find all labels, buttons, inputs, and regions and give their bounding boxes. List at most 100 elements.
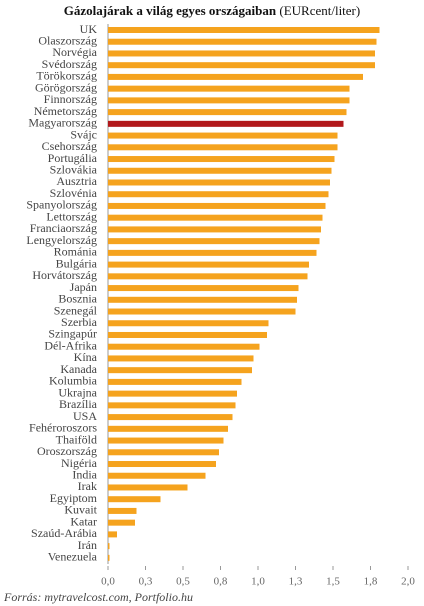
bar bbox=[108, 191, 329, 198]
bar bbox=[108, 543, 110, 550]
bar bbox=[108, 402, 236, 409]
y-tick-label: Venezuela bbox=[48, 550, 98, 564]
y-tick-label: Norvégia bbox=[52, 45, 97, 59]
y-tick-label: Szerbia bbox=[61, 315, 98, 329]
y-tick-label: Finnország bbox=[44, 92, 97, 106]
x-tick-label: 1,0 bbox=[251, 576, 265, 588]
y-tick-label: Franciaország bbox=[30, 221, 97, 235]
bar bbox=[108, 73, 363, 80]
bar bbox=[108, 355, 254, 362]
y-tick-label: Ausztria bbox=[56, 174, 97, 188]
bar bbox=[108, 425, 228, 432]
bar bbox=[108, 285, 299, 292]
bar bbox=[108, 120, 344, 127]
y-tick-label: Fehéroroszors bbox=[29, 421, 97, 435]
bar bbox=[108, 308, 296, 315]
source: Forrás: mytravelcost.com, Portfolio.hu bbox=[3, 590, 193, 604]
y-tick-label: Irak bbox=[78, 479, 97, 493]
x-tick-label: 0,5 bbox=[176, 576, 190, 588]
bar bbox=[108, 167, 332, 174]
bar bbox=[108, 214, 323, 221]
bar bbox=[108, 496, 161, 503]
y-tick-label: Bosznia bbox=[58, 292, 97, 306]
bar bbox=[108, 554, 110, 561]
y-tick-label: Kína bbox=[74, 350, 98, 364]
y-tick-label: Szenegál bbox=[54, 303, 98, 317]
bar bbox=[108, 378, 242, 385]
y-tick-label: USA bbox=[73, 409, 97, 423]
y-tick-label: Bulgária bbox=[56, 256, 98, 270]
y-tick-label: Lettország bbox=[46, 209, 97, 223]
bar bbox=[108, 390, 237, 397]
title: Gázolajárak a világ egyes országaiban bbox=[64, 3, 277, 18]
bar bbox=[108, 296, 297, 303]
subtitle: (EURcent/liter) bbox=[279, 3, 360, 18]
bar bbox=[108, 343, 260, 350]
bar bbox=[108, 38, 377, 45]
y-tick-label: Szlovákia bbox=[50, 163, 98, 177]
y-tick-label: Kanada bbox=[60, 362, 97, 376]
bar bbox=[108, 132, 338, 139]
bar bbox=[108, 461, 216, 468]
y-tick-label: Németország bbox=[34, 104, 97, 118]
bar bbox=[108, 367, 252, 374]
x-tick-label: 0,3 bbox=[139, 576, 153, 588]
bar bbox=[108, 85, 350, 92]
y-tick-label: Nigéria bbox=[61, 456, 98, 470]
y-tick-label: Kuvait bbox=[64, 503, 97, 517]
y-tick-label: Románia bbox=[54, 245, 98, 259]
bar bbox=[108, 238, 320, 245]
y-tick-label: Szaúd-Arábia bbox=[31, 526, 98, 540]
bar bbox=[108, 531, 117, 538]
bar bbox=[108, 472, 206, 479]
bar bbox=[108, 97, 350, 104]
bar bbox=[108, 62, 375, 69]
bar bbox=[108, 261, 309, 268]
y-tick-label: Szingapúr bbox=[48, 327, 97, 341]
y-tick-label: Japán bbox=[70, 280, 97, 294]
y-tick-label: Dél-Afrika bbox=[44, 338, 97, 352]
y-tick-label: Magyarország bbox=[28, 116, 97, 130]
x-tick-label: 1,3 bbox=[289, 576, 303, 588]
y-tick-label: India bbox=[72, 467, 97, 481]
y-tick-label: Ukrajna bbox=[58, 385, 97, 399]
y-tick-label: Svájc bbox=[70, 127, 97, 141]
y-tick-label: Katar bbox=[70, 514, 97, 528]
bar bbox=[108, 50, 375, 57]
y-tick-label: Svédország bbox=[42, 57, 97, 71]
y-tick-label: Portugália bbox=[48, 151, 98, 165]
y-tick-label: Thaiföld bbox=[56, 432, 97, 446]
bar bbox=[108, 226, 321, 233]
bar bbox=[108, 437, 224, 444]
bar bbox=[108, 249, 317, 256]
bar bbox=[108, 156, 335, 163]
y-tick-label: Kolumbia bbox=[49, 374, 98, 388]
y-tick-label: Lengyelország bbox=[26, 233, 97, 247]
y-tick-label: Oroszország bbox=[37, 444, 97, 458]
bar bbox=[108, 519, 135, 526]
y-tick-label: Szlovénia bbox=[50, 186, 98, 200]
bar bbox=[108, 202, 326, 209]
x-tick-label: 0,0 bbox=[101, 576, 115, 588]
bar bbox=[108, 144, 338, 151]
x-tick-label: 2,0 bbox=[401, 576, 415, 588]
y-tick-label: UK bbox=[80, 22, 98, 36]
bar bbox=[108, 414, 233, 421]
y-tick-label: Spanyolország bbox=[26, 198, 97, 212]
y-tick-label: Törökország bbox=[36, 69, 97, 83]
bar bbox=[108, 179, 330, 186]
bar bbox=[108, 27, 380, 33]
y-tick-label: Irán bbox=[78, 538, 97, 552]
x-tick-label: 1,5 bbox=[326, 576, 340, 588]
x-tick-label: 0,8 bbox=[214, 576, 228, 588]
y-tick-label: Görögország bbox=[35, 80, 97, 94]
bar bbox=[108, 484, 188, 491]
y-tick-label: Horvátország bbox=[32, 268, 97, 282]
y-tick-label: Brazília bbox=[59, 397, 98, 411]
chart-title: Gázolajárak a világ egyes országaiban (E… bbox=[64, 3, 360, 18]
x-tick-label: 1,8 bbox=[364, 576, 378, 588]
bar bbox=[108, 273, 308, 280]
bar bbox=[108, 109, 347, 116]
bar bbox=[108, 449, 219, 456]
